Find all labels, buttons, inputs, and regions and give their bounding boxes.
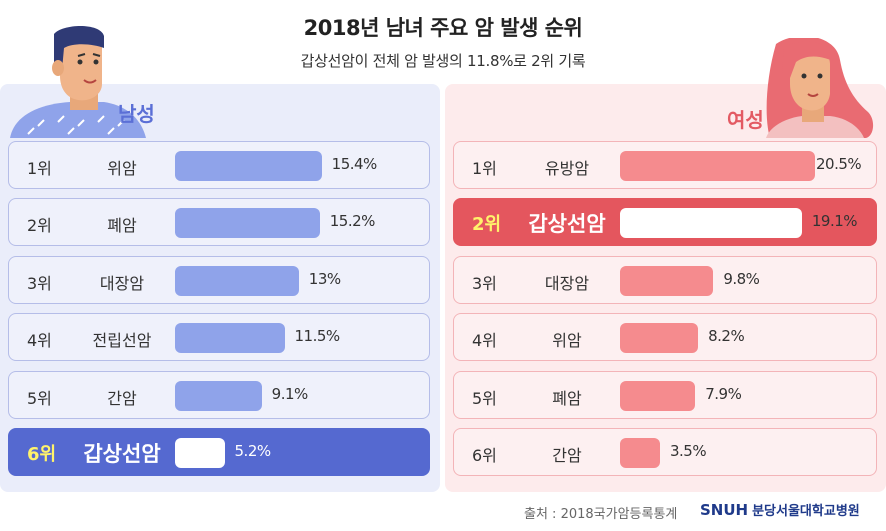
cancer-name: 간암 [107,388,137,408]
chart-subtitle: 갑상선암이 전체 암 발생의 11.8%로 2위 기록 [300,52,586,70]
cancer-name: 폐암 [552,388,582,408]
value-bar [175,151,322,181]
value-label: 15.4% [331,155,378,173]
female-label: 여성 [727,108,764,132]
cancer-name: 갑상선암 [83,442,161,466]
value-label: 7.9% [705,384,742,403]
ranking-row: 5위 간암 9.1% [8,370,430,419]
ranking-row: 5위 폐암 7.9% [453,370,877,419]
cancer-name: 간암 [552,446,582,465]
chart-title: 2018년 남녀 주요 암 발생 순위 [303,16,583,40]
source-note: 출처 : 2018국가암등록통계 [524,507,678,522]
ranking-row: 2위 폐암 15.2% [8,198,430,247]
cancer-name: 유방암 [544,159,590,178]
value-bar [620,151,816,181]
value-label: 9.8% [723,269,760,288]
value-label: 13% [308,269,341,288]
value-bar [175,265,299,296]
value-bar [175,208,320,239]
rank-label: 5위 [472,388,497,408]
rank-label: 6위 [27,444,57,465]
value-bar [175,438,225,468]
ranking-row: 6위 간암 3.5% [453,428,877,476]
value-label: 11.5% [294,327,341,346]
rank-label: 6위 [472,446,497,465]
logo-hospital-name: 분당서울대학교병원 [752,504,860,519]
cancer-name: 갑상선암 [528,212,606,237]
cancer-name: 폐암 [107,216,137,236]
value-bar [620,265,714,296]
value-bar [620,380,696,411]
female-person-icon [766,38,873,138]
ranking-row: 4위 위암 8.2% [453,313,877,362]
ranking-row: 1위 위암 15.4% [8,141,430,189]
ranking-row: 3위 대장암 9.8% [453,255,877,304]
male-label: 남성 [118,102,155,126]
ranking-row: 2위 갑상선암 19.1% [453,198,877,247]
rank-label: 2위 [27,216,52,236]
value-label: 3.5% [670,442,707,460]
value-label: 8.2% [708,327,745,346]
value-bar [175,323,285,354]
cancer-name: 전립선암 [92,331,152,351]
ranking-row: 4위 전립선암 11.5% [8,313,430,362]
cancer-name: 위암 [552,331,582,351]
value-label: 15.2% [329,212,376,231]
value-label: 19.1% [811,212,858,231]
rank-label: 3위 [27,273,52,293]
rank-label: 2위 [472,214,502,236]
logo-brand: SNUH [700,501,749,519]
value-bar [620,208,802,239]
male-person-icon [10,26,146,138]
value-bar [620,323,699,354]
rank-label: 3위 [472,273,497,293]
ranking-row: 1위 유방암 20.5% [453,141,877,189]
ranking-row: 6위 갑상선암 5.2% [8,428,430,476]
value-bar [620,438,660,468]
value-bar [175,380,262,411]
cancer-name: 대장암 [99,273,145,293]
cancer-name: 대장암 [544,273,590,293]
rank-label: 4위 [27,331,52,351]
value-label: 5.2% [234,442,272,460]
rank-label: 4위 [472,331,497,351]
rank-label: 1위 [472,159,497,178]
hospital-logo: SNUH 분당서울대학교병원 [700,500,860,519]
ranking-row: 3위 대장암 13% [8,255,430,304]
cancer-name: 위암 [107,159,137,178]
value-label: 9.1% [271,384,309,403]
value-label: 20.5% [816,155,862,173]
rank-label: 1위 [27,159,52,178]
rank-label: 5위 [27,388,52,408]
